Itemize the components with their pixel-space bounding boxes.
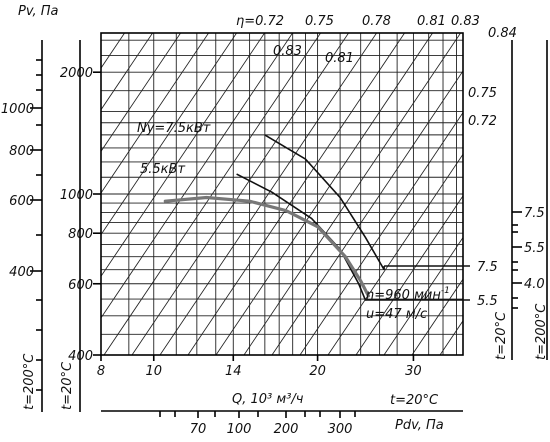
right-tick-label: 7.5	[524, 206, 545, 221]
pdv-tick-label: 300	[328, 422, 353, 437]
pdv-diagonal-line	[215, 33, 434, 355]
pdv-diagonal-line	[101, 33, 294, 319]
right-tick-label: 4.0	[524, 277, 545, 292]
pdv-diagonal-line	[327, 153, 463, 355]
pdv-diagonal-line	[524, 0, 550, 355]
efficiency-label: 0.75	[305, 14, 334, 29]
efficiency-label: η=0.72	[236, 14, 284, 29]
pdv-axis-title: Pdv, Па	[395, 418, 444, 433]
efficiency-label: 0.83	[273, 44, 302, 59]
efficiency-label: 0.81	[325, 51, 354, 66]
pdv-diagonal-line	[187, 33, 406, 355]
efficiency-label: 0.84	[488, 26, 517, 41]
x-tick-label: 14	[225, 364, 242, 379]
power-curve-label: 5.5кВт	[140, 162, 185, 177]
curves-layer	[163, 134, 470, 301]
velocity-label: u=47 м/с	[366, 307, 427, 322]
power-curve	[236, 173, 367, 301]
pdv-diagonal-line	[271, 70, 463, 355]
x-tick-label: 30	[405, 364, 422, 379]
y-axis-title: Pv, Па	[18, 4, 59, 19]
power-curve	[264, 134, 385, 271]
efficiency-label: 0.81	[417, 14, 446, 29]
grid-layer	[101, 33, 463, 355]
performance-curve	[163, 195, 370, 298]
left-200c-tick-label: 400	[9, 265, 34, 280]
right-scale-20c-label: t=20°C	[494, 311, 509, 360]
pdv-diagonal-line	[243, 33, 462, 355]
x-axis-title: Q, 10³ м³/ч	[232, 392, 304, 407]
pdv-tick-label: 200	[274, 422, 299, 437]
right-scale-200c-label: t=200°C	[534, 303, 549, 360]
labels-layer: 8 10 14 20 304006008001000200040060080010007…	[1, 14, 548, 437]
left-scale-200c-label: t=200°C	[22, 353, 37, 410]
left-scale-20c-label: t=20°C	[60, 361, 75, 410]
pdv-diagonal-line	[101, 33, 266, 277]
y-tick-label: 2000	[60, 66, 93, 81]
pdv-diagonal-line	[101, 33, 238, 236]
left-200c-tick-label: 800	[9, 144, 34, 159]
power-curve-end-label: 5.5	[477, 294, 498, 309]
speed-label: n=960 мин-1	[366, 286, 450, 303]
left-200c-tick-label: 600	[9, 194, 34, 209]
x-tick-label: 8	[97, 364, 105, 379]
efficiency-label: 0.75	[468, 86, 497, 101]
pdv-diagonal-line	[131, 33, 350, 355]
pdv-diagonal-line	[496, 0, 550, 355]
pdv-diagonal-line	[101, 33, 126, 69]
power-curve-end-label: 7.5	[477, 260, 498, 275]
x-tick-label: 20	[309, 364, 326, 379]
pdv-tick-label: 100	[227, 422, 252, 437]
pdv-diagonal-line	[101, 33, 154, 111]
pdv-diagonal-line	[299, 111, 463, 355]
pdv-tick-label: 70	[190, 422, 207, 437]
efficiency-label: 0.72	[468, 114, 497, 129]
efficiency-label: 0.83	[451, 14, 480, 29]
diagonal-dynamic-pressure-lines	[101, 0, 550, 355]
pdv-diagonal-line	[103, 33, 322, 355]
pdv-diagonal-line	[159, 33, 378, 355]
x-tick-label: 10	[145, 364, 162, 379]
pdv-diagonal-line	[383, 236, 463, 355]
pdv-diagonal-line	[355, 195, 463, 355]
right-tick-label: 5.5	[524, 241, 545, 256]
pdv-diagonal-line	[101, 33, 210, 194]
power-curve-label: Ny=7.5кВт	[137, 121, 211, 136]
y-tick-label: 1000	[60, 188, 93, 203]
pdv-temperature-label: t=20°C	[390, 393, 439, 408]
efficiency-label: 0.78	[362, 14, 391, 29]
pdv-diagonal-line	[101, 33, 182, 153]
left-200c-tick-label: 1000	[1, 102, 34, 117]
